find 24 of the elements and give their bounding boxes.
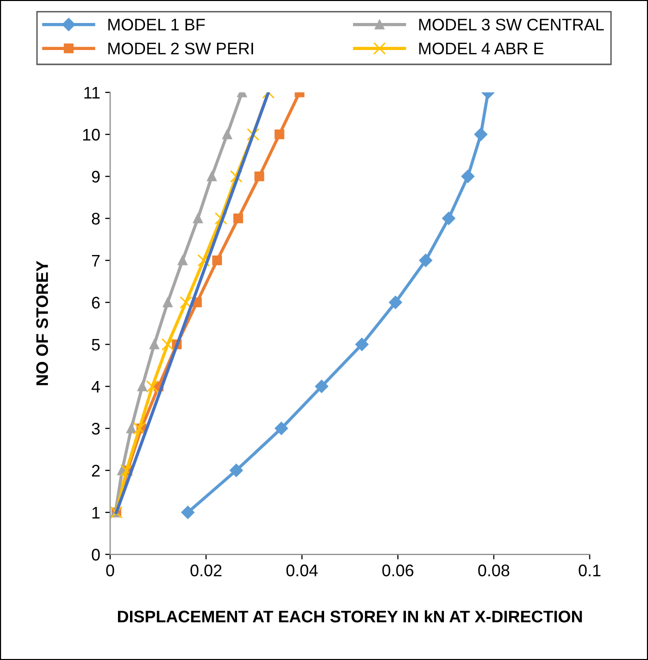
y-tick-label: 11: [84, 86, 100, 98]
y-tick-label: 1: [92, 506, 100, 518]
y-tick-label: 6: [92, 296, 100, 309]
x-tick-label: 0.06: [382, 564, 414, 576]
x-tick-label: 0.08: [478, 564, 510, 576]
x-tick-label: 0.1: [578, 564, 600, 576]
x-tick-label: 0: [106, 564, 114, 576]
y-tick-label: 5: [92, 338, 100, 351]
x-tick-label: 0.04: [286, 564, 318, 576]
y-tick-label: 4: [92, 380, 100, 392]
y-tick-label: 8: [92, 212, 100, 225]
y-tick-label: 9: [92, 170, 100, 183]
y-tick-label: 7: [92, 254, 100, 266]
x-axis-title: DISPLACEMENT AT EACH STOREY IN kN AT X-DIRECTION: [118, 610, 582, 622]
y-tick-label: 10: [83, 128, 100, 141]
legend-label: MODEL 2 SW PERI: [108, 42, 254, 54]
y-axis-title: NO OF STOREY: [36, 260, 48, 386]
y-tick-label: 0: [92, 548, 100, 561]
x-tick-label: 0.02: [190, 564, 222, 576]
y-tick-label: 3: [92, 422, 100, 435]
legend-label: MODEL 3 SW CENTRAL: [419, 18, 604, 31]
legend-label: MODEL 4 ABR E: [419, 42, 544, 54]
legend-label: MODEL 1 BF: [108, 18, 205, 31]
y-tick-label: 2: [92, 464, 100, 476]
